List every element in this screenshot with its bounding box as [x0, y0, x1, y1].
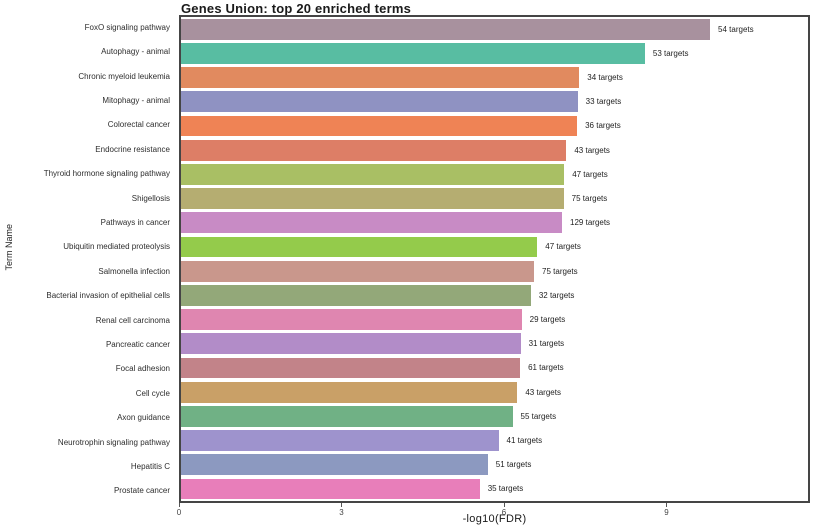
bar	[181, 236, 538, 258]
x-tick-label: 3	[339, 508, 344, 517]
target-count-label: 29 targets	[529, 315, 566, 325]
target-count-label: 36 targets	[585, 121, 621, 131]
term-label: Neurotrophin signaling pathway	[57, 437, 170, 447]
x-tick-mark	[341, 503, 343, 507]
target-count-label: 35 targets	[487, 484, 524, 494]
bar-row: 35 targets	[181, 477, 808, 501]
term-label: Ubiquitin mediated proteolysis	[63, 242, 170, 252]
bar	[181, 357, 521, 379]
bar-row: 61 targets	[181, 356, 808, 380]
bar	[181, 260, 535, 282]
target-count-label: 34 targets	[587, 73, 623, 82]
target-count-label: 47 targets	[572, 169, 608, 179]
term-label: Pathways in cancer	[100, 217, 170, 227]
target-count-label: 43 targets	[525, 387, 561, 397]
x-axis: 0 3 6 9	[176, 503, 810, 517]
bar-row: 31 targets	[181, 332, 808, 356]
target-count-label: 61 targets	[528, 363, 564, 373]
term-label: Cell cycle	[135, 388, 170, 398]
term-label: Renal cell carcinoma	[95, 315, 170, 325]
term-label: Autophagy - animal	[101, 47, 170, 57]
term-label: Thyroid hormone signaling pathway	[43, 169, 170, 179]
bar	[181, 67, 580, 88]
term-labels-column: FoxO signaling pathway Autophagy - animal…	[0, 15, 174, 503]
target-count-label: 129 targets	[570, 218, 611, 228]
bar	[181, 284, 531, 306]
bar-row: 53 targets	[181, 41, 808, 65]
bar-row: 129 targets	[181, 211, 808, 235]
bar	[181, 478, 480, 500]
target-count-label: 47 targets	[545, 242, 581, 252]
x-tick-mark	[503, 503, 505, 507]
term-label: Colorectal cancer	[107, 120, 170, 130]
bar-row: 47 targets	[181, 235, 808, 259]
target-count-label: 75 targets	[542, 266, 578, 276]
term-label: Mitophagy - animal	[102, 95, 170, 105]
bar-row: 75 targets	[181, 186, 808, 210]
bar-row: 33 targets	[181, 90, 808, 114]
term-label: Axon guidance	[117, 413, 170, 423]
bar	[181, 42, 645, 64]
term-label: Chronic myeloid leukemia	[78, 71, 170, 81]
term-label: Hepatitis C	[130, 462, 170, 472]
plot-area: 54 targets 53 targets 34 targets 33 targets…	[179, 15, 810, 503]
target-count-label: 43 targets	[574, 145, 610, 155]
bar-row: 54 targets	[181, 17, 808, 41]
bar-row: 43 targets	[181, 380, 808, 404]
x-tick-label: 0	[176, 508, 182, 517]
bar	[181, 139, 567, 161]
bar	[181, 115, 578, 137]
chart-title: Genes Union: top 20 enriched terms	[181, 1, 412, 16]
target-count-label: 51 targets	[495, 460, 532, 470]
term-label: Salmonella infection	[98, 266, 170, 276]
bar	[181, 18, 711, 40]
term-label: Focal adhesion	[115, 364, 170, 374]
term-label: Endocrine resistance	[95, 144, 170, 154]
bar-row: 47 targets	[181, 162, 808, 186]
bar-row: 41 targets	[181, 428, 808, 452]
bar-row: 51 targets	[181, 453, 808, 477]
bar-row: 55 targets	[181, 404, 808, 428]
bar-row: 32 targets	[181, 283, 808, 307]
target-count-label: 75 targets	[571, 194, 608, 204]
x-tick-mark	[666, 503, 668, 507]
x-tick-label: 9	[664, 508, 669, 517]
bar-row: 43 targets	[181, 138, 808, 162]
bar	[181, 163, 565, 185]
target-count-label: 32 targets	[538, 290, 575, 300]
term-label: Prostate cancer	[113, 486, 170, 496]
bar	[181, 309, 522, 330]
bar	[181, 381, 518, 403]
term-label: Shigellosis	[131, 193, 170, 203]
x-tick-label: 6	[501, 508, 507, 517]
bar	[181, 212, 563, 234]
x-tick-mark	[179, 503, 180, 507]
bar-row: 29 targets	[181, 307, 808, 331]
target-count-label: 55 targets	[520, 411, 557, 421]
target-count-label: 33 targets	[585, 97, 622, 107]
term-label: FoxO signaling pathway	[84, 22, 170, 32]
target-count-label: 31 targets	[528, 339, 565, 349]
bar-row: 75 targets	[181, 259, 808, 283]
term-label: Bacterial invasion of epithelial cells	[46, 291, 170, 301]
target-count-label: 54 targets	[718, 24, 754, 34]
bar-row: 36 targets	[181, 114, 808, 138]
term-label: Pancreatic cancer	[105, 339, 170, 349]
target-count-label: 41 targets	[506, 436, 543, 446]
bar	[181, 430, 499, 451]
bar	[181, 91, 578, 113]
bar	[181, 405, 513, 427]
bar	[181, 333, 521, 355]
x-axis-title: -log10(FDR)	[462, 513, 527, 525]
bar	[181, 188, 564, 209]
bar	[181, 454, 488, 476]
bar-row: 34 targets	[181, 65, 808, 89]
target-count-label: 53 targets	[652, 48, 689, 58]
